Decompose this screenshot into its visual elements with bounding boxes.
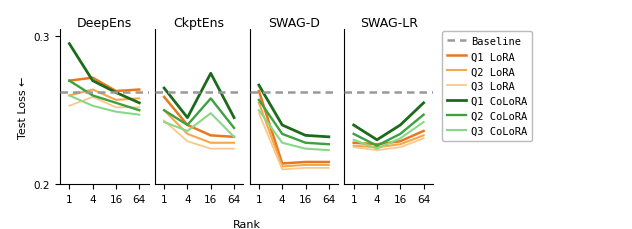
Legend: Baseline, Q1 LoRA, Q2 LoRA, Q3 LoRA, Q1 CoLoRA, Q2 CoLoRA, Q3 CoLoRA: Baseline, Q1 LoRA, Q2 LoRA, Q3 LoRA, Q1 … <box>442 32 532 142</box>
Title: SWAG-LR: SWAG-LR <box>360 17 418 30</box>
Title: CkptEns: CkptEns <box>174 17 224 30</box>
Title: DeepEns: DeepEns <box>76 17 132 30</box>
Title: SWAG-D: SWAG-D <box>268 17 320 30</box>
Y-axis label: Test Loss ←: Test Loss ← <box>18 76 28 138</box>
Text: Rank: Rank <box>233 219 260 229</box>
